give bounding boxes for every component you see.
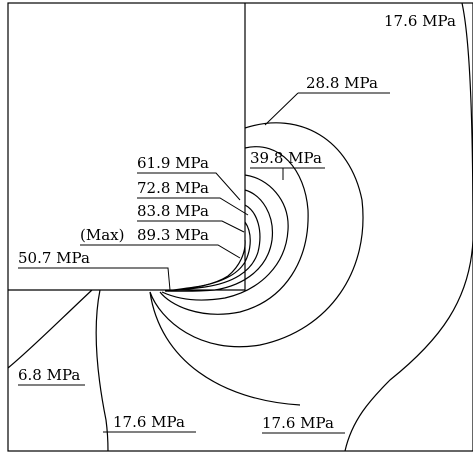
leader-50-7	[18, 267, 171, 291]
label-17-6-bottom-left: 17.6 MPa	[113, 413, 185, 431]
label-28-8: 28.8 MPa	[306, 74, 378, 92]
label-6-8: 6.8 MPa	[18, 366, 80, 384]
contour-28-8	[149, 122, 364, 348]
leader-83-8	[137, 220, 245, 233]
leader-72-8	[137, 197, 249, 216]
contour-61-9	[164, 189, 274, 292]
label-17-6-top: 17.6 MPa	[384, 12, 456, 30]
label-89-3: 89.3 MPa	[137, 226, 209, 244]
leader-39-8	[250, 167, 325, 180]
notch-outline	[8, 3, 246, 291]
contour-17-6-right	[344, 2, 473, 452]
label-max-tag: (Max)	[80, 226, 124, 244]
label-83-8: 83.8 MPa	[137, 202, 209, 220]
label-50-7: 50.7 MPa	[18, 249, 90, 267]
label-17-6-bottom-right: 17.6 MPa	[262, 414, 334, 432]
leader-61-9	[137, 172, 241, 201]
contour-50-7	[161, 174, 289, 301]
label-72-8: 72.8 MPa	[137, 179, 209, 197]
label-39-8: 39.8 MPa	[250, 149, 322, 167]
leader-28-8	[264, 92, 390, 126]
contour-89-3	[167, 239, 246, 292]
contour-39-8	[159, 146, 309, 315]
contour-17-6-lower	[95, 289, 109, 452]
plate-boundary	[7, 2, 473, 452]
contour-6-8	[7, 289, 93, 369]
contour-max-tip	[149, 291, 301, 406]
label-61-9: 61.9 MPa	[137, 154, 209, 172]
leader-89-3	[80, 244, 241, 259]
